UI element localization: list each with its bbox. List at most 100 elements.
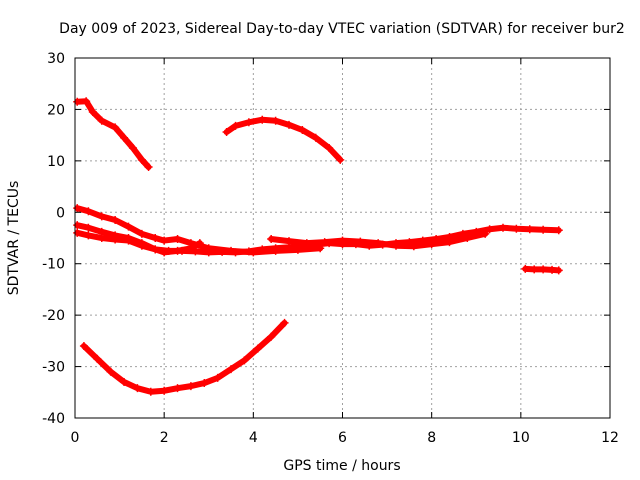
data-point (285, 237, 293, 246)
data-point (298, 126, 307, 134)
data-point (463, 234, 472, 242)
data-point (120, 378, 129, 386)
data-point (244, 118, 253, 127)
data-point (267, 235, 276, 244)
data-point (338, 236, 347, 245)
data-point (144, 163, 153, 172)
data-point (82, 97, 91, 106)
data-point (124, 222, 133, 231)
data-point (227, 365, 236, 374)
data-point (124, 236, 133, 245)
chart-title: Day 009 of 2023, Sidereal Day-to-day VTE… (59, 21, 625, 37)
x-tick-label: 8 (427, 430, 436, 446)
data-point (164, 246, 173, 255)
data-point (173, 384, 182, 393)
data-point (151, 234, 160, 242)
data-point (120, 133, 129, 142)
x-tick-label: 10 (512, 430, 530, 446)
data-point (186, 382, 195, 391)
data-point (336, 155, 345, 164)
data-point (271, 116, 280, 125)
x-tick-label: 0 (71, 430, 80, 446)
y-tick-label: -10 (42, 257, 65, 273)
series-trace (223, 116, 344, 163)
data-point (258, 245, 267, 254)
data-point (151, 245, 160, 254)
data-point (128, 144, 137, 152)
series-trace (80, 319, 288, 395)
data-point (137, 241, 146, 250)
data-point (178, 246, 186, 255)
data-point (88, 108, 97, 116)
y-tick-label: 20 (47, 102, 65, 118)
axis-ticks: 0 2 4 6 8 10 12 -40 -30 -20 -10 0 10 20 30 (42, 51, 619, 446)
data-point (302, 239, 311, 248)
data-point (512, 224, 521, 233)
series-arc-8 (79, 318, 289, 396)
data-point (111, 235, 120, 244)
data-point (481, 229, 490, 238)
data-point (253, 344, 262, 353)
data-point (267, 332, 276, 341)
data-point (325, 144, 334, 152)
y-tick-label: 0 (56, 205, 65, 221)
data-point (427, 240, 436, 249)
data-point (93, 354, 102, 363)
data-point (111, 123, 120, 132)
data-point (137, 155, 146, 164)
data-point (97, 116, 106, 125)
data-point (195, 239, 204, 248)
data-point (285, 120, 293, 129)
data-point (84, 207, 93, 216)
series-arc-6 (267, 229, 490, 251)
data-point (244, 247, 253, 256)
data-point (97, 212, 106, 221)
data-point (445, 238, 454, 247)
data-points (73, 97, 563, 396)
data-point (106, 367, 115, 376)
data-point (485, 225, 494, 234)
data-point (392, 241, 400, 250)
data-point (539, 265, 548, 274)
data-point (84, 231, 93, 240)
data-point (84, 223, 93, 232)
data-point (160, 386, 169, 395)
data-point (146, 387, 155, 396)
data-point (200, 379, 209, 388)
y-tick-label: -20 (42, 308, 65, 324)
x-tick-label: 4 (249, 430, 258, 446)
data-point (521, 264, 530, 273)
data-point (374, 239, 383, 248)
y-tick-label: -40 (42, 411, 65, 427)
data-point (222, 128, 231, 137)
data-point (258, 115, 267, 124)
data-point (271, 244, 280, 253)
data-point (213, 373, 222, 382)
data-point (173, 235, 182, 244)
data-point (530, 265, 539, 274)
data-point (191, 247, 200, 256)
data-point (548, 265, 557, 274)
data-point (137, 229, 146, 238)
data-point (111, 216, 120, 224)
y-axis-label: SDTVAR / TECUs (6, 181, 22, 296)
data-point (356, 237, 365, 246)
x-tick-label: 2 (160, 430, 169, 446)
data-point (231, 248, 240, 257)
data-point (554, 226, 563, 235)
data-point (79, 342, 88, 350)
data-point (231, 121, 240, 130)
data-point (320, 238, 329, 247)
data-point (499, 223, 507, 232)
series-arc-2 (222, 115, 345, 164)
data-point (539, 225, 548, 234)
data-point (409, 242, 418, 251)
data-point (311, 133, 320, 142)
data-point (218, 247, 227, 256)
y-tick-label: 30 (47, 51, 65, 67)
data-point (97, 234, 106, 242)
data-point (554, 266, 563, 275)
x-axis-label: GPS time / hours (283, 458, 400, 474)
y-tick-label: -30 (42, 360, 65, 376)
